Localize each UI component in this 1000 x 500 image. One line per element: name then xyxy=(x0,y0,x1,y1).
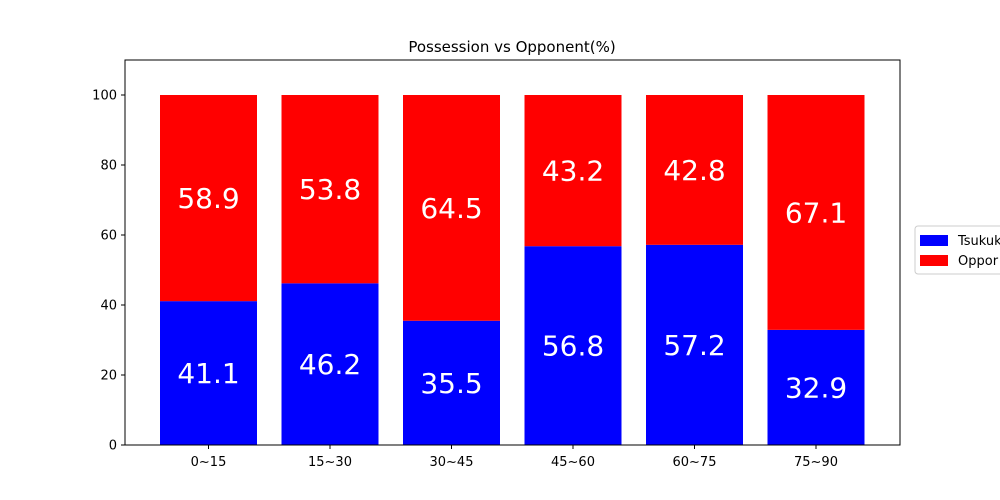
bar-oppor-0 xyxy=(160,95,257,302)
legend-swatch-oppor xyxy=(920,255,948,266)
data-label-oppor-5: 67.1 xyxy=(785,196,847,229)
data-label-oppor-2: 64.5 xyxy=(420,192,482,225)
data-label-tsukuk-5: 32.9 xyxy=(785,371,847,404)
bar-labels-layer: 41.1 58.9 46.2 53.8 35.5 64.5 56.8 43.2 57.2 42.8… xyxy=(177,154,847,405)
bar-tsukuk-2 xyxy=(403,320,500,445)
x-tick-label-1: 15~30 xyxy=(308,455,352,470)
bar-tsukuk-3 xyxy=(524,246,622,445)
bar-tsukuk-4 xyxy=(646,244,743,445)
legend: Tsukuk Oppor xyxy=(914,225,1000,275)
legend-label-tsukuk: Tsukuk xyxy=(957,234,1000,249)
bars-layer xyxy=(160,95,865,445)
x-axis: 0~15 15~30 30~45 45~60 60~75 75~90 xyxy=(191,445,838,470)
data-label-tsukuk-2: 35.5 xyxy=(420,367,482,400)
bar-tsukuk-5 xyxy=(767,329,865,445)
bar-oppor-2 xyxy=(403,95,500,321)
bar-oppor-4 xyxy=(646,95,743,245)
plot-frame xyxy=(124,59,901,446)
bar-oppor-5 xyxy=(767,95,865,330)
y-tick-label-4: 80 xyxy=(100,159,117,174)
y-axis: 0 20 40 60 80 100 xyxy=(92,89,125,454)
bar-tsukuk-0 xyxy=(160,301,257,445)
y-tick-label-1: 20 xyxy=(100,369,117,384)
x-tick-label-2: 30~45 xyxy=(430,455,474,470)
y-tick-label-0: 0 xyxy=(109,439,117,454)
legend-label-oppor: Oppor xyxy=(958,254,999,269)
data-label-tsukuk-3: 56.8 xyxy=(542,330,604,363)
bar-tsukuk-1 xyxy=(281,283,379,445)
bar-oppor-3 xyxy=(524,95,622,247)
data-label-oppor-1: 53.8 xyxy=(299,173,361,206)
y-tick-label-5: 100 xyxy=(92,89,117,104)
y-tick-label-3: 60 xyxy=(100,229,117,244)
data-label-oppor-0: 58.9 xyxy=(177,182,239,215)
data-label-tsukuk-1: 46.2 xyxy=(299,348,361,381)
data-label-oppor-3: 43.2 xyxy=(542,155,604,188)
data-label-tsukuk-0: 41.1 xyxy=(177,357,239,390)
x-tick-label-3: 45~60 xyxy=(551,455,595,470)
x-tick-label-4: 60~75 xyxy=(673,455,717,470)
y-tick-label-2: 40 xyxy=(100,299,117,314)
data-label-tsukuk-4: 57.2 xyxy=(663,329,725,362)
legend-swatch-tsukuk xyxy=(920,235,948,246)
x-tick-label-5: 75~90 xyxy=(794,455,838,470)
data-label-oppor-4: 42.8 xyxy=(663,154,725,187)
chart-title: Possession vs Opponent(%) xyxy=(408,38,615,56)
bar-oppor-1 xyxy=(281,95,379,284)
x-tick-label-0: 0~15 xyxy=(191,455,227,470)
